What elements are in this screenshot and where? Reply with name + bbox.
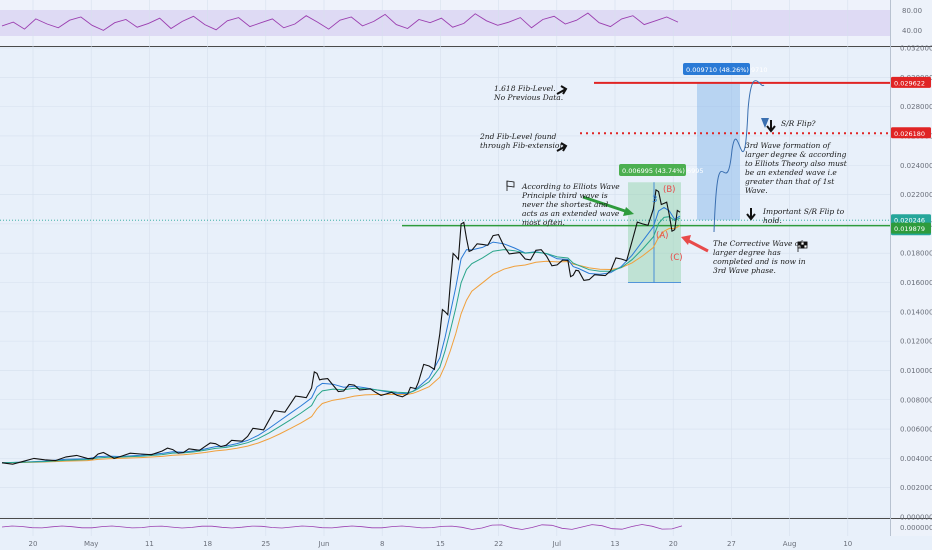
y-tick-label: 0.000000	[900, 514, 932, 522]
x-tick-label: 10	[843, 540, 852, 548]
price-tag-box	[891, 76, 931, 88]
y-tick-label: 0.014000	[900, 308, 932, 316]
x-tick-label: Aug	[783, 540, 797, 548]
price-tag-label: 0.026180	[894, 130, 925, 138]
wave-label-3: 3	[652, 195, 657, 205]
note-important-flip: Important S/R Flip to hold.	[762, 207, 845, 225]
grid	[0, 0, 890, 536]
x-tick-label: 22	[494, 540, 503, 548]
projection-path	[713, 80, 765, 233]
price-tag-label: 0.029622	[894, 79, 925, 87]
arrow-sr-flip	[766, 120, 776, 133]
wave-label-b: (B)	[663, 185, 675, 195]
oscillator-line	[1, 524, 683, 530]
measure-top-tag	[683, 63, 750, 75]
measure-top-label: 0.009710 (48.26%) 9710	[686, 66, 768, 74]
y-tick-label: 0.008000	[900, 396, 932, 404]
y-tick-label: 0.018000	[900, 250, 932, 258]
x-tick-label: 8	[380, 540, 384, 548]
arrow-corrective-red	[681, 235, 709, 253]
x-tick-label: Jul	[552, 540, 562, 548]
y-tick-label: 0.024000	[900, 162, 932, 170]
measure-box-top[interactable]	[697, 82, 740, 221]
y-tick-label: 0.002000	[900, 484, 932, 492]
price-line	[1, 188, 681, 465]
y-tick-label: 0.028000	[900, 103, 932, 111]
x-tick-label: Jun	[318, 540, 330, 548]
y-tick-label: 0.016000	[900, 279, 932, 287]
x-tick-label: 27	[727, 540, 736, 548]
price-tag-box	[891, 214, 931, 226]
y-tick-label: 0.010000	[900, 367, 932, 375]
note-elliot-principle: According to Elliots Wave Principle third…	[521, 182, 620, 227]
measure-mid-tag	[619, 164, 686, 176]
measure-mid-label: 0.006995 (43.74%) 6995	[622, 167, 704, 175]
note-corrective-wave: The Corrective Wave of larger degree has c…	[713, 239, 806, 275]
rsi-level-40: 40.00	[902, 27, 922, 35]
note-fib-1618: 1.618 Fib-Level. No Previous Data.	[493, 84, 563, 102]
x-tick-label: 20	[29, 540, 38, 548]
x-tick-label: 15	[436, 540, 445, 548]
rsi-level-80: 80.00	[902, 7, 922, 15]
arrow-fib-1618	[556, 85, 568, 95]
y-tick-label: 0.006000	[900, 426, 932, 434]
x-axis: 20 May 11 18 25 Jun 8 15 22 Jul 13 20 27 Aug 10	[29, 540, 853, 548]
price-tag-label: 0.020246	[894, 217, 925, 225]
arrow-elliot-green	[582, 195, 634, 216]
y-tick-label: 0.022000	[900, 191, 932, 199]
note-fib-2nd: 2nd Fib-Level found through Fib-extension…	[479, 132, 567, 150]
rsi-line	[1, 12, 679, 31]
rsi-band	[0, 10, 890, 36]
price-tag-box	[891, 127, 931, 139]
osc-tick-label: 0.000000	[900, 524, 932, 532]
x-tick-label: 11	[145, 540, 154, 548]
projection-arrowhead	[761, 118, 769, 128]
price-tag-box	[891, 222, 931, 234]
y-tick-label: 0.012000	[900, 338, 932, 346]
arrow-important-flip	[746, 208, 756, 221]
note-third-wave: 3rd Wave formation of larger degree & acc…	[745, 141, 848, 195]
y-tick-label: 0.004000	[900, 455, 932, 463]
arrow-fib-2618	[556, 142, 568, 152]
x-tick-label: May	[84, 540, 98, 548]
x-tick-label: 20	[669, 540, 678, 548]
price-tag-label: 0.019879	[894, 225, 925, 233]
wave-label-a: (A)	[656, 231, 668, 241]
wave-label-c: (C)	[670, 253, 683, 263]
y-tick-label: 0.032000	[900, 45, 932, 53]
note-sr-flip-question: S/R Flip?	[781, 119, 816, 128]
x-tick-label: 18	[203, 540, 212, 548]
flag-icon-elliot	[506, 180, 515, 191]
x-tick-label: 13	[611, 540, 620, 548]
x-tick-label: 25	[261, 540, 270, 548]
checkered-flag-icon	[797, 241, 808, 252]
price-axis-panel	[890, 0, 932, 536]
